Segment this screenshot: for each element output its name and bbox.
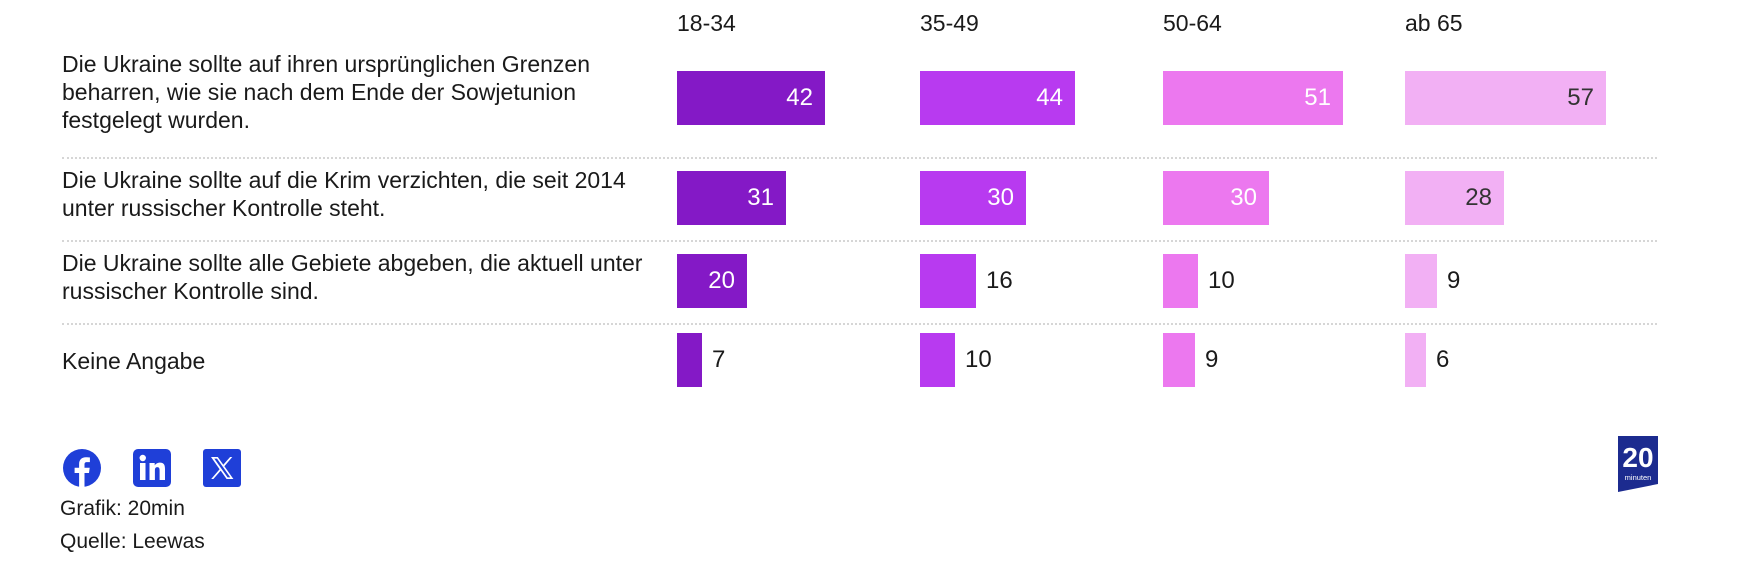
bar-value-label: 20	[708, 267, 735, 294]
bar	[920, 254, 976, 308]
row-label: Keine Angabe	[62, 348, 206, 374]
bar	[677, 171, 786, 225]
facebook-icon[interactable]	[62, 448, 102, 488]
bar	[920, 333, 955, 387]
row-label: Die Ukraine sollte auf ihren ursprünglic…	[62, 51, 591, 133]
column-header: 35-49	[920, 10, 979, 36]
chart-source: Quelle: Leewas	[60, 530, 205, 553]
column-header: 18-34	[677, 10, 736, 36]
svg-text:20: 20	[1622, 442, 1653, 473]
column-header: 50-64	[1163, 10, 1222, 36]
bar-value-label: 30	[987, 184, 1014, 211]
bar	[1163, 333, 1195, 387]
bar-value-label: 7	[712, 346, 726, 373]
bar-value-label: 57	[1567, 84, 1594, 111]
bar	[1405, 254, 1437, 308]
bar-value-label: 30	[1230, 184, 1257, 211]
chart-credit: Grafik: 20min	[60, 497, 185, 520]
row-label: Die Ukraine sollte alle Gebiete abgeben,…	[62, 250, 643, 304]
row-separator	[62, 157, 1657, 159]
bar	[1405, 171, 1504, 225]
bar	[677, 333, 702, 387]
bar	[677, 71, 825, 125]
bar	[1405, 71, 1606, 125]
svg-text:minuten: minuten	[1625, 473, 1652, 482]
bar-value-label: 31	[747, 184, 774, 211]
chart: 18-34 35-49 50-64 ab 65 Die Ukraine sollte a…	[62, 10, 1657, 387]
bar	[1163, 71, 1343, 125]
bar-value-label: 9	[1205, 346, 1219, 373]
linkedin-icon[interactable]	[132, 448, 172, 488]
bar-value-label: 44	[1036, 84, 1063, 111]
bar	[1163, 254, 1198, 308]
bar-value-label: 28	[1465, 184, 1492, 211]
bar	[920, 71, 1075, 125]
brand-logo: 20 minuten	[1618, 436, 1658, 492]
bar-value-label: 42	[786, 84, 813, 111]
row-separator	[62, 240, 1657, 242]
bar	[1405, 333, 1426, 387]
x-icon[interactable]	[202, 448, 242, 488]
column-header: ab 65	[1405, 10, 1463, 36]
bar-value-label: 6	[1436, 346, 1450, 373]
bar-value-label: 51	[1304, 84, 1331, 111]
bar-value-label: 16	[986, 267, 1013, 294]
share-bar	[62, 448, 242, 488]
bar-value-label: 9	[1447, 267, 1461, 294]
bar-value-label: 10	[965, 346, 992, 373]
row-label: Die Ukraine sollte auf die Krim verzicht…	[62, 167, 626, 221]
bar	[677, 254, 747, 308]
row-separator	[62, 323, 1657, 325]
bar-value-label: 10	[1208, 267, 1235, 294]
bar	[1163, 171, 1269, 225]
bar	[920, 171, 1026, 225]
